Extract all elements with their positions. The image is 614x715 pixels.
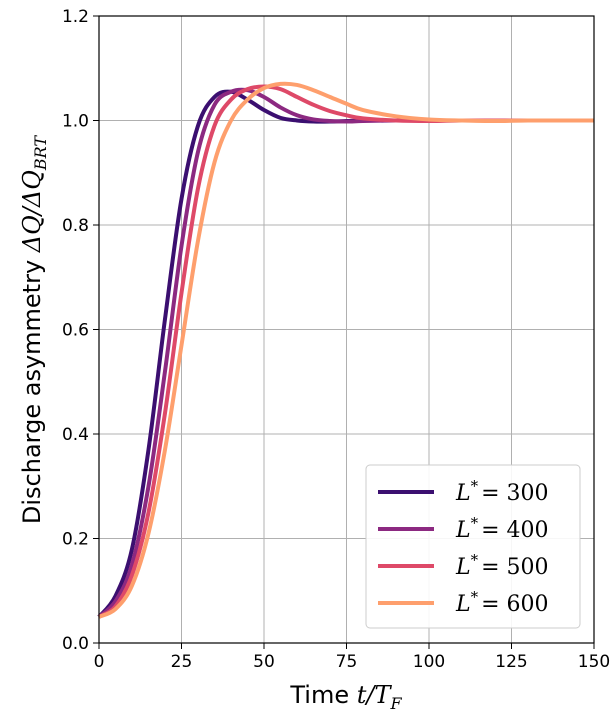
- legend-label-2: L* = 400: [455, 514, 549, 543]
- x-tick-label: 50: [253, 652, 275, 672]
- y-tick-label: 0.8: [62, 216, 89, 236]
- x-tick-label: 25: [171, 652, 193, 672]
- x-tick-label: 125: [495, 652, 527, 672]
- ticks: 0 25 50 75 100 125 150 0.0 0.2 0.4 0.6 0.8 1.0 1.2: [62, 7, 610, 672]
- x-tick-label: 150: [578, 652, 610, 672]
- series-lines: [97, 81, 594, 619]
- y-tick-label: 0.4: [62, 425, 89, 445]
- legend-label-1: L* = 300: [455, 477, 549, 506]
- legend-box: [365, 464, 581, 629]
- x-tick-label: 75: [336, 652, 358, 672]
- legend-label-3: L* = 500: [455, 551, 549, 580]
- y-tick-label: 0.0: [62, 634, 89, 654]
- y-tick-label: 0.6: [62, 321, 89, 341]
- legend-label-4: L* = 600: [455, 588, 549, 617]
- legend-items: L* = 300 L* = 400 L* = 500 L* = 600: [378, 477, 549, 617]
- y-tick-label: 1.2: [62, 7, 89, 27]
- x-tick-label: 100: [413, 652, 445, 672]
- x-tick-label: 0: [94, 652, 105, 672]
- y-tick-label: 1.0: [62, 112, 89, 132]
- series-line-4: [98, 81, 594, 619]
- legend: L* = 300 L* = 400 L* = 500 L* = 600: [365, 464, 581, 629]
- y-tick-label: 0.2: [62, 530, 89, 550]
- x-axis-label: Time t/TF: [289, 681, 402, 713]
- y-axis-label: Discharge asymmetry ΔQ/ΔQBRT: [18, 135, 50, 525]
